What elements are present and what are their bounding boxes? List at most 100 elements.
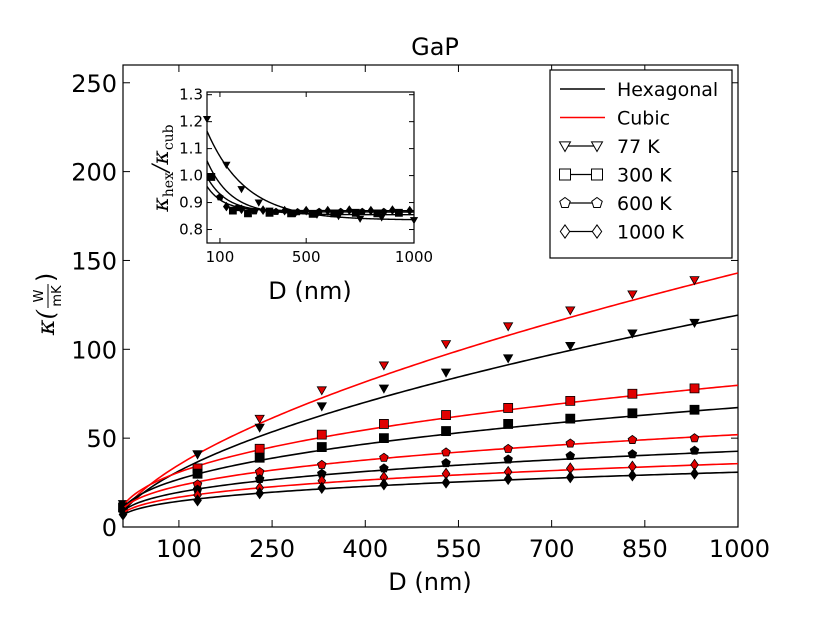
inset-y-axis-ticks: 0.8 0.9 1.0 1.1 1.2 1.3 — [179, 86, 414, 239]
legend-label-4: 600 K — [617, 193, 672, 215]
main-y-tick-label-150: 150 — [71, 247, 117, 275]
legend-swatch-marker-left-5 — [559, 224, 571, 239]
series-point-cubic-77-k-2 — [316, 386, 327, 396]
main-x-axis-ticks: 100 250 400 550 700 850 1000 — [156, 65, 770, 563]
main-x-tick-label-1000: 1000 — [709, 535, 770, 563]
series-point-cubic-77-k-7 — [627, 290, 638, 300]
series-point-hexagonal-1000-k-0 — [118, 508, 128, 521]
series-point-cubic-300-k-7 — [627, 388, 638, 399]
series-point-cubic-600-k-4 — [441, 447, 451, 457]
series-point-hexagonal-300-k-5 — [441, 426, 451, 436]
legend-label-2: 77 K — [617, 136, 660, 158]
main-x-tick-label-700: 700 — [529, 535, 575, 563]
inset-y-tick-label-2: 1.0 — [179, 167, 203, 185]
series-point-hexagonal-1000-k-1 — [193, 494, 202, 507]
inset-series-point-1000-k-4 — [302, 205, 310, 216]
series-point-hexagonal-600-k-5 — [441, 458, 451, 468]
legend-label-3: 300 K — [617, 165, 672, 187]
series-line-cubic-77-k — [122, 272, 739, 513]
inset-series-point-77-k-3 — [254, 199, 263, 207]
series-point-cubic-300-k-3 — [379, 419, 389, 429]
main-y-axis-label-close: ) — [32, 273, 60, 282]
series-point-hexagonal-77-k-6 — [502, 354, 514, 364]
inset-series-point-1000-k-9 — [406, 205, 414, 216]
series-point-cubic-300-k-1 — [254, 443, 265, 454]
series-point-hexagonal-600-k-8 — [627, 449, 638, 459]
series-point-hexagonal-77-k-5 — [440, 368, 452, 378]
inset-x-tick-label-100: 100 — [206, 248, 235, 266]
inset-series-point-1000-k-6 — [345, 205, 353, 215]
inset-y-tick-label-5: 1.3 — [179, 86, 203, 104]
series-point-hexagonal-77-k-4 — [378, 384, 390, 394]
series-point-cubic-77-k-1 — [254, 414, 265, 424]
inset-ylabel-sub-cub: cub — [161, 124, 177, 150]
chart-title: GaP — [411, 33, 459, 61]
inset-ylabel-kappa-2: κ — [149, 150, 174, 166]
series-point-hexagonal-600-k-9 — [689, 445, 700, 455]
legend-box — [549, 69, 733, 259]
series-point-cubic-77-k-6 — [565, 306, 576, 316]
series-point-cubic-600-k-5 — [503, 443, 513, 453]
series-point-hexagonal-300-k-1 — [192, 468, 203, 479]
inset-series-point-77-k-10 — [409, 217, 419, 225]
inset-ylabel-kappa-1: κ — [149, 197, 174, 213]
inset-x-axis-ticks: 100 500 1000 — [206, 92, 433, 266]
series-point-cubic-600-k-6 — [565, 438, 576, 448]
series-point-hexagonal-300-k-9 — [689, 404, 700, 415]
series-point-hexagonal-1000-k-3 — [317, 481, 327, 495]
series-point-cubic-600-k-3 — [379, 452, 389, 462]
main-y-axis-label-numerator: W — [32, 289, 47, 302]
series-point-hexagonal-77-k-7 — [565, 341, 576, 352]
inset-y-axis-label: κhex/κcub — [149, 124, 177, 212]
main-plot-frame — [122, 64, 739, 528]
series-point-hexagonal-1000-k-5 — [441, 476, 451, 489]
legend-swatch-marker-left-3 — [559, 168, 571, 181]
inset-series-point-1000-k-7 — [367, 205, 375, 216]
series-point-cubic-77-k-3 — [378, 361, 390, 371]
series-point-cubic-600-k-7 — [627, 434, 638, 444]
inset-plot: 100 500 1000 0.80.91.01.11.21.3 D (nm) κhe… — [149, 86, 433, 305]
series-point-hexagonal-77-k-9 — [689, 318, 700, 328]
inset-series-point-300-k-2 — [244, 209, 252, 218]
inset-y-tick-label-1: 0.9 — [179, 194, 203, 212]
legend-swatch-marker-right-4 — [591, 196, 603, 208]
main-y-tick-label-200: 200 — [71, 159, 117, 187]
series-point-cubic-300-k-6 — [565, 395, 576, 406]
main-x-tick-label-850: 850 — [622, 535, 668, 563]
series-point-hexagonal-300-k-7 — [565, 413, 576, 424]
main-series-group — [117, 272, 739, 521]
series-point-hexagonal-77-k-8 — [627, 329, 638, 339]
inset-x-axis-label: D (nm) — [268, 277, 351, 305]
svg-text:κhex/κcub: κhex/κcub — [149, 124, 177, 212]
main-y-tick-label-50: 50 — [86, 425, 117, 453]
main-y-tick-label-0: 0 — [102, 514, 117, 542]
inset-series-point-77-k-0 — [202, 115, 212, 124]
series-point-hexagonal-600-k-7 — [565, 450, 576, 460]
main-y-axis-ticks: 0 50 100 150 200 250 — [71, 70, 738, 542]
series-point-hexagonal-1000-k-2 — [255, 487, 264, 500]
inset-x-tick-label-500: 500 — [292, 248, 321, 266]
series-point-hexagonal-1000-k-8 — [628, 469, 637, 482]
inset-series-point-77-k-8 — [355, 215, 365, 223]
series-point-hexagonal-300-k-4 — [379, 433, 389, 444]
legend-swatch-marker-right-5 — [591, 224, 603, 239]
main-y-tick-label-100: 100 — [71, 336, 117, 364]
series-point-cubic-600-k-8 — [689, 433, 700, 443]
series-point-cubic-600-k-2 — [317, 459, 327, 469]
legend-items: Hexagonal Cubic 77 K 300 K 600 K 1000 K — [558, 79, 718, 244]
series-point-hexagonal-77-k-3 — [316, 402, 327, 412]
series-point-hexagonal-300-k-2 — [254, 452, 265, 463]
main-x-tick-label-100: 100 — [156, 535, 202, 563]
main-x-tick-label-400: 400 — [342, 535, 388, 563]
inset-series-point-1000-k-5 — [324, 205, 332, 216]
series-point-hexagonal-300-k-3 — [316, 442, 327, 452]
legend-swatch-marker-left-4 — [559, 196, 571, 208]
main-plot: GaP 100 250 400 550 700 850 1000 0 50 100 150 200 2… — [32, 33, 770, 596]
series-line-cubic-300-k — [122, 384, 739, 507]
series-point-hexagonal-300-k-8 — [627, 408, 638, 419]
series-line-hexagonal-77-k — [122, 314, 739, 513]
main-x-tick-label-550: 550 — [436, 535, 482, 563]
inset-y-tick-label-4: 1.2 — [179, 113, 203, 131]
series-point-cubic-77-k-5 — [502, 322, 514, 332]
